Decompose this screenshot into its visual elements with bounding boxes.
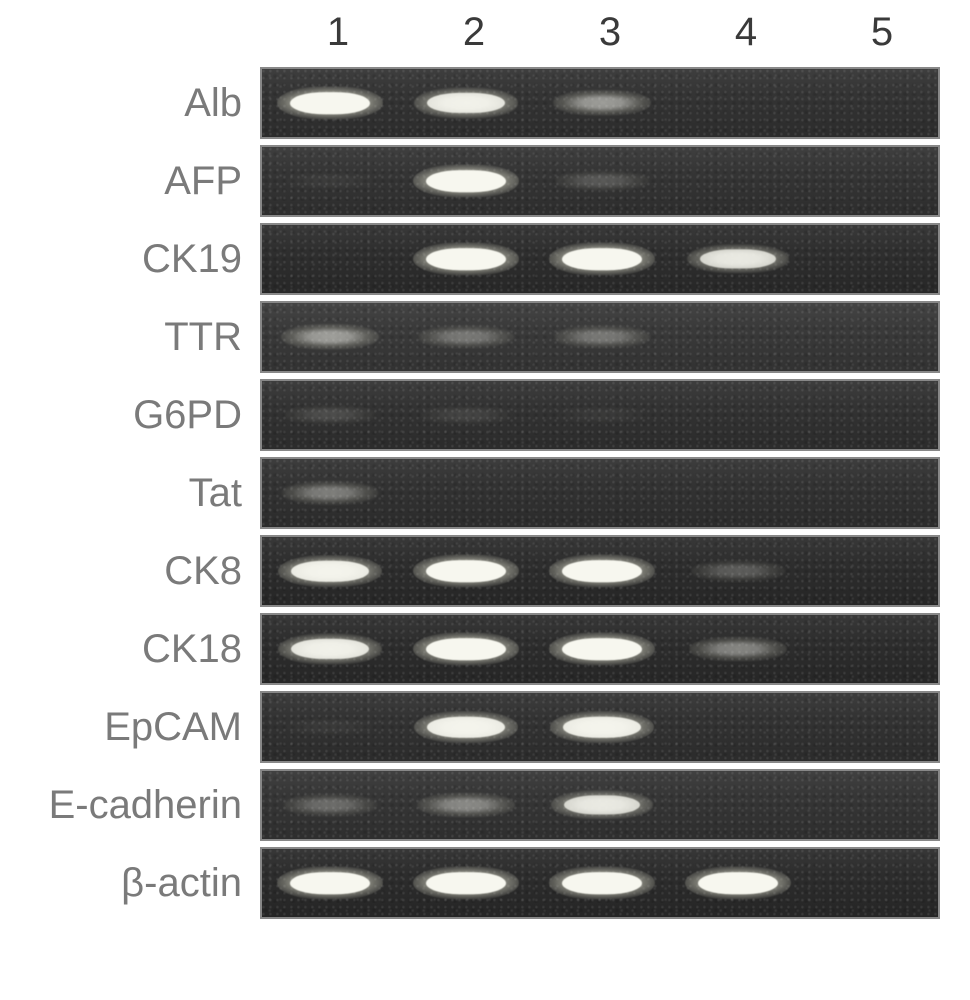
gel-background: [262, 849, 938, 917]
gene-label: Alb: [10, 81, 260, 126]
gel-background: [262, 147, 938, 215]
gel-strip: [260, 457, 940, 529]
gel-row-ttr: TTR: [10, 301, 960, 373]
gel-background: [262, 771, 938, 839]
gel-strip: [260, 145, 940, 217]
gene-label: β-actin: [10, 861, 260, 906]
gene-label: G6PD: [10, 393, 260, 438]
gel-background: [262, 459, 938, 527]
gel-strip: [260, 691, 940, 763]
lane-header-5: 5: [814, 10, 950, 55]
gel-strip: [260, 847, 940, 919]
lane-headers: 12345: [270, 10, 960, 55]
lane-header-1: 1: [270, 10, 406, 55]
gel-row-afp: AFP: [10, 145, 960, 217]
gel-background: [262, 537, 938, 605]
lane-header-3: 3: [542, 10, 678, 55]
gel-strip: [260, 379, 940, 451]
gel-strip: [260, 613, 940, 685]
gel-background: [262, 615, 938, 683]
gel-background: [262, 693, 938, 761]
gel-row-alb: Alb: [10, 67, 960, 139]
gene-label: CK8: [10, 549, 260, 594]
gel-row-ck8: CK8: [10, 535, 960, 607]
gel-row-ck18: CK18: [10, 613, 960, 685]
gel-row-g6pd: G6PD: [10, 379, 960, 451]
gel-row--actin: β-actin: [10, 847, 960, 919]
gel-strip: [260, 301, 940, 373]
gel-strip: [260, 535, 940, 607]
gene-label: EpCAM: [10, 705, 260, 750]
gene-label: E-cadherin: [10, 783, 260, 828]
gel-background: [262, 381, 938, 449]
gel-strip: [260, 67, 940, 139]
gel-row-ck19: CK19: [10, 223, 960, 295]
lane-header-4: 4: [678, 10, 814, 55]
gene-label: AFP: [10, 159, 260, 204]
gene-label: CK18: [10, 627, 260, 672]
gel-row-tat: Tat: [10, 457, 960, 529]
gel-background: [262, 303, 938, 371]
gel-row-e-cadherin: E-cadherin: [10, 769, 960, 841]
gel-strip: [260, 223, 940, 295]
lane-header-2: 2: [406, 10, 542, 55]
gel-background: [262, 69, 938, 137]
gel-rows: Alb AFP CK19 TTR G6PD Tat CK8 CK18 EpCAM E-cadher…: [10, 67, 960, 919]
gel-figure: 12345 Alb AFP CK19 TTR G6PD Tat CK8 CK18 EpCAM E-…: [10, 10, 960, 925]
gel-row-epcam: EpCAM: [10, 691, 960, 763]
gene-label: Tat: [10, 471, 260, 516]
gene-label: TTR: [10, 315, 260, 360]
gel-background: [262, 225, 938, 293]
gel-strip: [260, 769, 940, 841]
gene-label: CK19: [10, 237, 260, 282]
